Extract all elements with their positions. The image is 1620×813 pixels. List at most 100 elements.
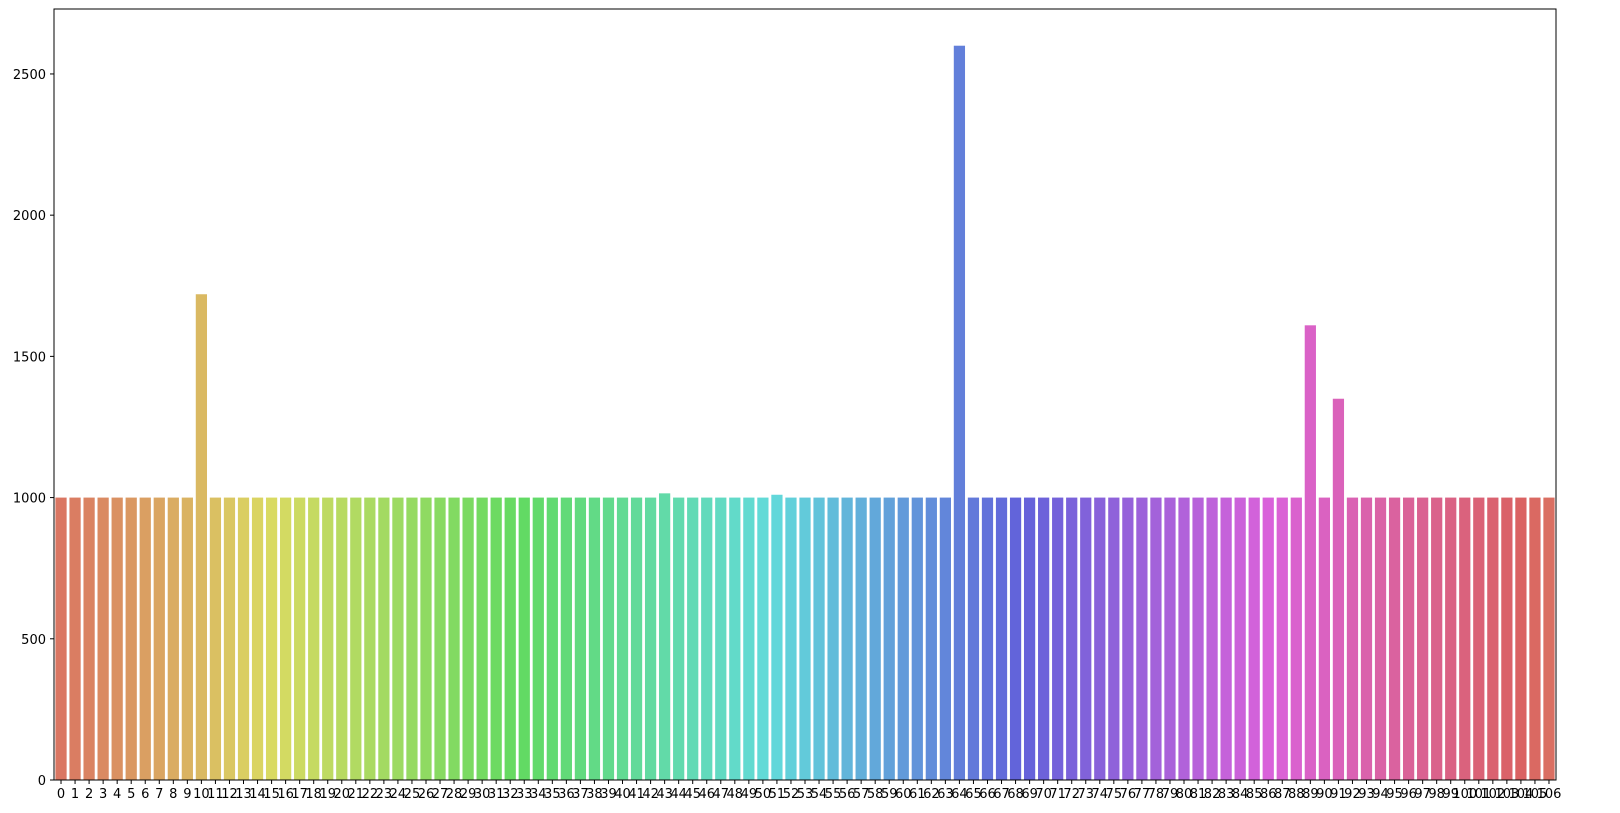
x-tick-label: 53: [797, 787, 814, 802]
x-tick-label: 13: [235, 787, 252, 802]
bar-24: [392, 497, 404, 780]
bar-88: [1290, 497, 1302, 780]
x-tick-label: 99: [1442, 787, 1459, 802]
bar-59: [883, 497, 895, 780]
bar-45: [687, 497, 699, 780]
bar-13: [237, 497, 250, 780]
x-tick-label: 43: [656, 787, 673, 802]
bar-55: [827, 497, 839, 780]
x-tick-label: 3: [99, 787, 107, 802]
x-tick-label: 46: [698, 787, 715, 802]
x-tick-label: 96: [1400, 787, 1417, 802]
x-tick-label: 75: [1106, 787, 1123, 802]
x-tick-label: 45: [684, 787, 701, 802]
x-tick-label: 1: [71, 787, 79, 802]
y-tick-label: 0: [38, 774, 46, 789]
x-tick-label: 28: [446, 787, 463, 802]
x-tick-label: 100: [1452, 787, 1477, 802]
bar-49: [743, 497, 755, 780]
x-tick-label: 39: [600, 787, 617, 802]
y-tick-label: 2000: [13, 209, 46, 224]
x-tick-label: 66: [979, 787, 996, 802]
bar-87: [1276, 497, 1288, 780]
x-tick-label: 22: [362, 787, 379, 802]
x-tick-label: 106: [1537, 787, 1562, 802]
x-tick-label: 12: [221, 787, 238, 802]
x-tick-label: 58: [867, 787, 884, 802]
x-tick-label: 90: [1316, 787, 1333, 802]
y-tick-label: 2500: [13, 68, 46, 83]
bar-19: [322, 497, 334, 780]
bar-76: [1122, 497, 1134, 780]
bar-80: [1178, 497, 1190, 780]
bar-20: [336, 497, 348, 780]
bar-11: [209, 497, 222, 780]
x-tick-label: 102: [1480, 787, 1505, 802]
bar-2: [83, 497, 95, 780]
x-tick-label: 15: [263, 787, 280, 802]
x-tick-label: 34: [530, 787, 547, 802]
x-tick-label: 82: [1204, 787, 1221, 802]
x-tick-label: 29: [460, 787, 477, 802]
x-tick-label: 51: [769, 787, 786, 802]
x-tick-label: 95: [1386, 787, 1403, 802]
bar-73: [1080, 497, 1092, 780]
bar-82: [1206, 497, 1218, 780]
bar-78: [1150, 497, 1162, 780]
x-tick-label: 91: [1330, 787, 1347, 802]
x-tick-label: 9: [183, 787, 191, 802]
x-tick-label: 61: [909, 787, 926, 802]
bar-64: [953, 45, 966, 780]
bar-6: [139, 497, 151, 780]
x-tick-label: 40: [614, 787, 631, 802]
x-tick-label: 77: [1134, 787, 1151, 802]
bar-27: [434, 497, 446, 780]
bar-100: [1459, 497, 1471, 780]
plot-frame: [53, 8, 1557, 781]
bar-101: [1473, 497, 1485, 780]
bar-18: [308, 497, 320, 780]
bar-62: [925, 497, 937, 780]
x-tick-label: 60: [895, 787, 912, 802]
x-tick-label: 64: [951, 787, 968, 802]
x-tick-label: 87: [1274, 787, 1291, 802]
bar-7: [153, 497, 165, 780]
bar-85: [1248, 497, 1260, 780]
bar-8: [167, 497, 179, 780]
bar-51: [771, 494, 783, 780]
x-tick-label: 19: [319, 787, 336, 802]
bar-42: [644, 497, 657, 780]
bar-25: [406, 497, 418, 780]
x-tick-label: 92: [1344, 787, 1361, 802]
x-tick-label: 8: [169, 787, 177, 802]
y-axis: 0 500 1000 1500 2000 2500: [13, 68, 54, 789]
bar-38: [588, 497, 601, 780]
bar-34: [532, 497, 544, 780]
bar-79: [1164, 497, 1176, 780]
x-tick-label: 81: [1190, 787, 1207, 802]
x-tick-label: 50: [755, 787, 772, 802]
bar-75: [1108, 497, 1120, 780]
x-tick-label: 48: [727, 787, 744, 802]
x-tick-label: 14: [249, 787, 266, 802]
bar-94: [1374, 497, 1387, 780]
x-tick-label: 70: [1035, 787, 1052, 802]
x-tick-label: 79: [1162, 787, 1179, 802]
x-tick-label: 26: [418, 787, 435, 802]
bar-28: [448, 497, 460, 780]
x-tick-label: 37: [572, 787, 589, 802]
bar-1: [69, 497, 81, 780]
x-tick-label: 4: [113, 787, 121, 802]
bar-58: [869, 497, 881, 780]
x-tick-label: 16: [277, 787, 294, 802]
bar-93: [1360, 497, 1373, 780]
x-tick-label: 86: [1260, 787, 1277, 802]
bar-83: [1220, 497, 1232, 780]
x-axis: 0 1 2 3 4 5 6 7 8 9 101112131415161718192021222324…: [57, 780, 1562, 802]
bar-21: [350, 497, 362, 780]
bar-50: [757, 497, 769, 780]
bar-22: [364, 497, 376, 780]
x-tick-label: 78: [1148, 787, 1165, 802]
bar-40: [616, 497, 629, 780]
bar-46: [701, 497, 713, 780]
